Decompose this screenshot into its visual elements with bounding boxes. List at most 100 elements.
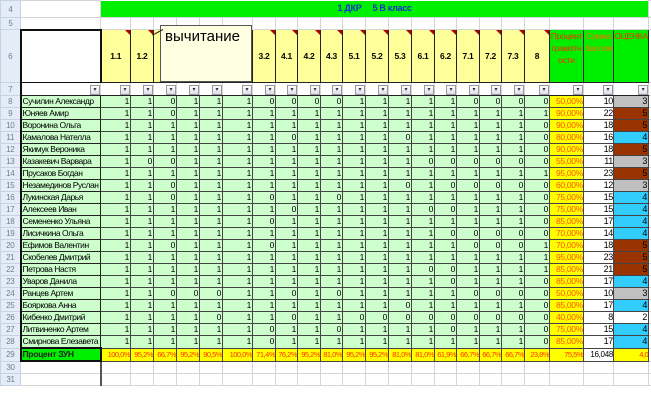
score-cell[interactable]: 1 [275, 215, 298, 228]
score-cell[interactable]: 1 [411, 107, 435, 120]
score-cell[interactable]: 1 [297, 143, 321, 156]
score-cell[interactable]: 1 [275, 239, 298, 252]
score-cell[interactable]: 0 [199, 287, 223, 300]
grade-cell[interactable]: 5 [612, 263, 650, 276]
score-cell[interactable]: 1 [342, 179, 366, 192]
score-cell[interactable]: 0 [479, 95, 502, 108]
filter-dropdown-icon[interactable]: ▾ [355, 85, 365, 95]
percent-cell[interactable]: 40,00% [549, 311, 584, 324]
score-cell[interactable]: 1 [222, 167, 253, 180]
score-cell[interactable]: 1 [501, 335, 525, 349]
score-cell[interactable]: 1 [365, 275, 389, 288]
score-cell[interactable]: 1 [153, 275, 177, 288]
task-percent-cell[interactable]: 66,7% [501, 347, 525, 362]
filter-dropdown-icon[interactable]: ▾ [332, 85, 342, 95]
score-cell[interactable]: 1 [297, 311, 321, 324]
cell[interactable] [153, 372, 177, 386]
score-cell[interactable]: 1 [252, 179, 276, 192]
score-cell[interactable]: 1 [130, 203, 154, 216]
score-cell[interactable]: 1 [342, 143, 366, 156]
score-cell[interactable]: 1 [342, 299, 366, 312]
score-cell[interactable]: 1 [100, 287, 131, 300]
cell[interactable] [612, 17, 650, 30]
sum-cell[interactable]: 8 [583, 311, 614, 324]
score-cell[interactable]: 0 [434, 179, 457, 192]
score-cell[interactable]: 1 [411, 143, 435, 156]
score-cell[interactable]: 1 [199, 143, 223, 156]
score-cell[interactable]: 1 [411, 275, 435, 288]
filter-dropdown-icon[interactable]: ▾ [491, 85, 501, 95]
grade-cell[interactable]: 4 [612, 215, 650, 228]
score-cell[interactable]: 1 [100, 215, 131, 228]
filter-dropdown-icon[interactable]: ▾ [638, 85, 649, 95]
score-cell[interactable]: 1 [199, 251, 223, 264]
score-cell[interactable]: 1 [456, 263, 480, 276]
score-cell[interactable]: 0 [252, 335, 276, 349]
score-cell[interactable]: 0 [479, 179, 502, 192]
cell[interactable] [456, 372, 480, 386]
score-cell[interactable]: 1 [320, 227, 343, 240]
score-cell[interactable]: 1 [342, 95, 366, 108]
score-cell[interactable]: 1 [320, 179, 343, 192]
percent-cell[interactable]: 95,00% [549, 251, 584, 264]
row-header[interactable]: 24 [0, 287, 21, 300]
score-cell[interactable]: 1 [479, 131, 502, 144]
task-percent-cell[interactable]: 95,2% [342, 347, 366, 362]
score-cell[interactable]: 0 [524, 155, 550, 168]
score-cell[interactable]: 1 [153, 299, 177, 312]
task-header[interactable]: 5.1 [342, 29, 366, 83]
sum-cell[interactable]: 21 [583, 263, 614, 276]
row-header[interactable]: 28 [0, 335, 21, 349]
score-cell[interactable]: 1 [365, 167, 389, 180]
student-name[interactable]: Лисичкина Ольга [19, 227, 101, 240]
score-cell[interactable]: 1 [479, 215, 502, 228]
cell[interactable] [388, 360, 412, 374]
score-cell[interactable]: 1 [320, 239, 343, 252]
score-cell[interactable]: 0 [252, 191, 276, 204]
grade-cell[interactable]: 2 [612, 311, 650, 324]
filter-dropdown-icon[interactable]: ▾ [189, 85, 199, 95]
cell[interactable] [222, 360, 253, 374]
autofilter-cell[interactable]: ▾ [524, 82, 550, 96]
score-cell[interactable]: 0 [501, 239, 525, 252]
score-cell[interactable]: 1 [199, 335, 223, 349]
student-name[interactable]: Петрова Настя [19, 263, 101, 276]
row-header[interactable]: 4 [0, 0, 21, 18]
row-header[interactable]: 21 [0, 251, 21, 264]
score-cell[interactable]: 1 [297, 275, 321, 288]
score-cell[interactable]: 1 [524, 263, 550, 276]
cell[interactable] [549, 372, 584, 386]
filter-dropdown-icon[interactable]: ▾ [573, 85, 583, 95]
score-cell[interactable]: 1 [199, 227, 223, 240]
score-cell[interactable]: 1 [456, 299, 480, 312]
score-cell[interactable]: 0 [153, 155, 177, 168]
cell[interactable] [275, 17, 298, 30]
autofilter-cell[interactable]: ▾ [275, 82, 298, 96]
score-cell[interactable]: 1 [153, 335, 177, 349]
score-cell[interactable]: 1 [130, 119, 154, 132]
score-cell[interactable]: 1 [411, 191, 435, 204]
score-cell[interactable]: 1 [100, 323, 131, 336]
score-cell[interactable]: 1 [130, 191, 154, 204]
score-cell[interactable]: 1 [176, 299, 200, 312]
score-cell[interactable]: 0 [456, 287, 480, 300]
score-cell[interactable]: 1 [524, 251, 550, 264]
sum-cell[interactable]: 14 [583, 227, 614, 240]
score-cell[interactable]: 1 [501, 251, 525, 264]
percent-cell[interactable]: 75,00% [549, 203, 584, 216]
score-cell[interactable]: 0 [524, 335, 550, 349]
score-cell[interactable]: 1 [130, 143, 154, 156]
row-header[interactable]: 11 [0, 131, 21, 144]
row-header[interactable]: 10 [0, 119, 21, 132]
score-cell[interactable]: 0 [456, 155, 480, 168]
cell[interactable] [297, 372, 321, 386]
score-cell[interactable]: 1 [365, 215, 389, 228]
filter-dropdown-icon[interactable]: ▾ [603, 85, 613, 95]
score-cell[interactable]: 1 [297, 119, 321, 132]
percent-cell[interactable]: 60,00% [549, 179, 584, 192]
grade-cell[interactable]: 4 [612, 227, 650, 240]
score-cell[interactable]: 1 [199, 119, 223, 132]
score-cell[interactable]: 1 [501, 107, 525, 120]
cell[interactable] [342, 17, 366, 30]
cell[interactable] [612, 360, 650, 374]
